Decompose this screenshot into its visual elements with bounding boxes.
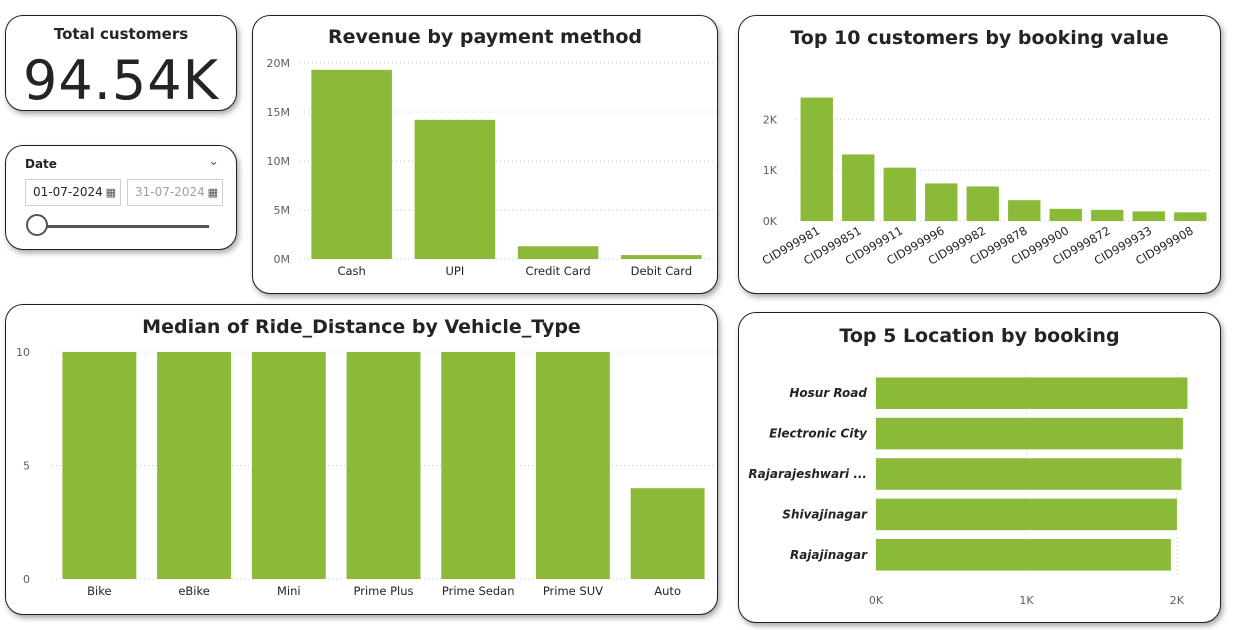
x-tick-label: Prime Plus xyxy=(354,584,414,598)
chart-title: Median of Ride_Distance by Vehicle_Type xyxy=(142,316,581,338)
date-from-input[interactable]: 01-07-2024 ▦ xyxy=(25,179,121,206)
y-tick-label: 1K xyxy=(763,164,778,177)
y-tick-label: 10M xyxy=(267,155,291,168)
distance-chart-card: Median of Ride_Distance by Vehicle_Type … xyxy=(5,304,718,615)
y-tick-label: 15M xyxy=(267,106,291,119)
customers-chart: 0K1K2KCID999981CID999851CID999911CID9999… xyxy=(760,97,1211,268)
bar xyxy=(1049,208,1082,221)
x-tick-label: eBike xyxy=(178,584,210,598)
bar xyxy=(876,458,1182,490)
date-to-input[interactable]: 31-07-2024 ▦ xyxy=(127,179,223,206)
x-tick-label: Cash xyxy=(337,264,365,278)
bar xyxy=(630,488,705,579)
x-tick-label: 0K xyxy=(869,594,884,607)
y-tick-label: Hosur Road xyxy=(789,386,867,400)
bar xyxy=(876,377,1188,409)
bar xyxy=(414,119,496,259)
payment-chart: 0M 5M 10M 15M 20M Cash UPI Credit Card Debit Car… xyxy=(267,57,713,278)
bar xyxy=(800,97,833,221)
payment-chart-card: Revenue by payment method 0M 5M 10M 15M 20M C… xyxy=(252,15,718,294)
chart-title: Top 10 customers by booking value xyxy=(790,27,1169,49)
location-chart: 0K 1K 2K Hosur Road Electronic City Rajarajes… xyxy=(748,373,1188,607)
y-tick-label: Rajajinagar xyxy=(790,548,868,562)
calendar-icon[interactable]: ▦ xyxy=(207,186,218,199)
x-tick-label: UPI xyxy=(446,264,465,278)
bar xyxy=(535,352,610,579)
bar xyxy=(966,186,999,221)
bar xyxy=(517,246,599,259)
chevron-down-icon[interactable]: ⌄ xyxy=(208,154,219,169)
bar xyxy=(251,352,326,579)
y-tick-label: Shivajinagar xyxy=(782,507,868,521)
y-tick-label: 2K xyxy=(763,113,778,126)
kpi-title: Total customers xyxy=(53,25,189,43)
y-tick-label: Rajarajeshwari ... xyxy=(748,467,867,481)
bar xyxy=(925,183,958,221)
kpi-value: 94.54K xyxy=(22,49,219,112)
bar xyxy=(876,417,1183,450)
bar xyxy=(441,352,516,579)
x-tick-label: 1K xyxy=(1019,594,1034,607)
x-tick-label: 2K xyxy=(1170,594,1185,607)
bar xyxy=(621,255,702,259)
bar xyxy=(842,154,875,221)
bar xyxy=(883,167,916,221)
chart-title: Top 5 Location by booking xyxy=(839,325,1120,347)
x-tick-label: Bike xyxy=(87,584,111,598)
x-tick-label: Prime Sedan xyxy=(442,584,515,598)
bar xyxy=(311,69,392,259)
customers-chart-card: Top 10 customers by booking value 0K 1K 2K… xyxy=(738,15,1221,294)
x-tick-label: Prime SUV xyxy=(543,584,603,598)
y-tick-label: 5 xyxy=(23,460,30,473)
y-tick-label: 5M xyxy=(274,204,291,217)
y-tick-label: Electronic City xyxy=(769,427,868,441)
date-slicer-title: Date xyxy=(25,157,57,171)
bar xyxy=(876,498,1177,531)
chart-title: Revenue by payment method xyxy=(327,26,643,48)
x-tick-label: Credit Card xyxy=(526,264,591,278)
bar xyxy=(62,352,137,579)
calendar-icon[interactable]: ▦ xyxy=(105,186,116,199)
x-tick-label: Auto xyxy=(654,584,681,598)
bar xyxy=(876,539,1171,571)
x-tick-label: Mini xyxy=(277,584,301,598)
bar xyxy=(346,352,421,579)
y-tick-label: 20M xyxy=(267,57,291,70)
y-tick-label: 0 xyxy=(23,573,30,586)
bar xyxy=(1132,211,1165,221)
y-tick-label: 0K xyxy=(763,215,778,228)
kpi-card: Total customers 94.54K xyxy=(5,15,237,112)
date-slicer: Date ⌄ 01-07-2024 ▦ 31-07-2024 ▦ xyxy=(5,145,237,250)
y-tick-label: 0M xyxy=(274,253,291,266)
date-slider-track[interactable] xyxy=(37,225,209,228)
date-from-value: 01-07-2024 xyxy=(33,185,103,199)
date-to-value: 31-07-2024 xyxy=(135,185,205,199)
x-tick-label: Debit Card xyxy=(631,264,693,278)
location-chart-card: Top 5 Location by booking 0K 1K 2K Hosur Ro… xyxy=(738,312,1221,623)
bar xyxy=(1008,200,1041,221)
bar xyxy=(157,352,232,579)
bar xyxy=(1174,212,1207,221)
date-slider-handle[interactable] xyxy=(26,214,48,236)
distance-chart: 0 5 10 Bike eBike Mini Prime Plus Prime Sedan Pr… xyxy=(16,346,715,598)
y-tick-label: 10 xyxy=(16,346,30,359)
bar xyxy=(1091,209,1124,221)
